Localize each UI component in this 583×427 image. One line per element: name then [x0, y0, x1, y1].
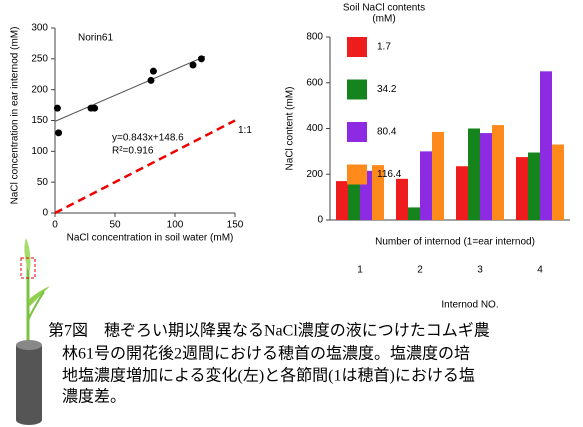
- bar: [480, 133, 492, 220]
- legend-label: 116.4: [377, 169, 402, 180]
- bar: [540, 71, 552, 220]
- y-tick-label: 400: [306, 123, 323, 134]
- y-tick-label: 100: [31, 146, 48, 157]
- x-tick-label: 150: [227, 220, 244, 231]
- bar: [432, 132, 444, 220]
- legend-swatch: [347, 122, 367, 142]
- point: [91, 105, 98, 112]
- x-tick-label: 4: [537, 265, 543, 276]
- annotation: Norin61: [78, 33, 113, 44]
- legend-title: (mM): [372, 14, 395, 25]
- annotation: R²=0.916: [112, 146, 154, 157]
- x-tick-label: 0: [52, 220, 58, 231]
- x-axis-title: Number of internod (1=ear internod): [375, 237, 535, 248]
- bar: [528, 153, 540, 220]
- caption-line: 第7図 穂ぞろい期以降異なるNaCl濃度の液につけたコムギ農: [48, 322, 490, 340]
- point: [55, 129, 62, 136]
- y-tick-label: 800: [306, 32, 323, 43]
- bar: [552, 145, 564, 220]
- legend-title: Soil NaCl contents: [343, 3, 425, 14]
- annotation: y=0.843x+148.6: [112, 133, 184, 144]
- point: [190, 62, 197, 69]
- x-tick-label: 100: [167, 220, 184, 231]
- y-axis-title: NaCl concentration in ear internod (mM): [10, 27, 21, 205]
- caption-line: 地塩濃度増加による変化(左)と各節間(1は穂首)における塩: [62, 367, 475, 385]
- legend-swatch: [347, 37, 367, 57]
- legend-label: 1.7: [377, 42, 391, 53]
- bar: [396, 179, 408, 220]
- bar: [516, 157, 528, 220]
- y-tick-label: 50: [37, 177, 49, 188]
- bar: [456, 166, 468, 220]
- line: [55, 56, 205, 121]
- point: [148, 77, 155, 84]
- point: [54, 105, 61, 112]
- x-tick-label: 3: [477, 265, 483, 276]
- figure: 第7図 穂ぞろい期以降異なるNaCl濃度の液につけたコムギ農 林61号の開花後2…: [0, 0, 583, 427]
- x-axis-title: NaCl concentration in soil water (mM): [67, 233, 234, 244]
- legend-swatch: [347, 80, 367, 100]
- x-tick-label: 1: [357, 265, 363, 276]
- y-tick-label: 0: [317, 215, 323, 226]
- y-tick-label: 0: [42, 208, 48, 219]
- plant-illustration: [16, 238, 50, 425]
- legend-label: 34.2: [377, 84, 397, 95]
- bar: [336, 181, 348, 220]
- line-label: 1:1: [238, 125, 252, 136]
- caption-line: 林61号の開花後2週間における穂首の塩濃度。塩濃度の培: [62, 345, 470, 363]
- bar: [420, 151, 432, 220]
- bar: [468, 129, 480, 221]
- point: [198, 55, 205, 62]
- caption-line: 濃度差。: [62, 388, 126, 406]
- legend-label: 80.4: [377, 127, 397, 138]
- x-tick-label: 50: [109, 220, 121, 231]
- bar: [408, 207, 420, 220]
- y-tick-label: 150: [31, 115, 48, 126]
- y-tick-label: 200: [306, 169, 323, 180]
- y-tick-label: 300: [31, 23, 48, 34]
- point: [150, 68, 157, 75]
- y-tick-label: 600: [306, 77, 323, 88]
- x-axis-subtitle: Internod NO.: [441, 300, 498, 311]
- legend-swatch: [347, 165, 367, 185]
- y-tick-label: 250: [31, 53, 48, 64]
- y-axis-title: NaCl content (mM): [285, 87, 296, 171]
- bar: [492, 125, 504, 220]
- x-tick-label: 2: [417, 265, 423, 276]
- bar: [348, 181, 360, 220]
- y-tick-label: 200: [31, 84, 48, 95]
